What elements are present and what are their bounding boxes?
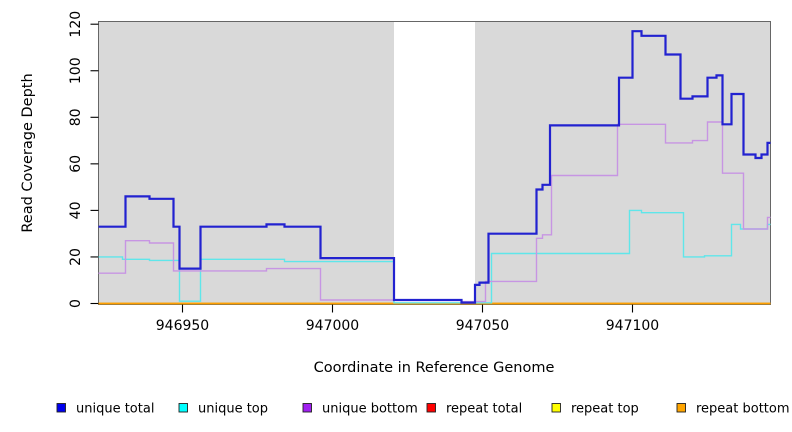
legend-label: unique total bbox=[76, 402, 154, 417]
line-unique-bottom bbox=[98, 121, 771, 303]
x-axis-title: Coordinate in Reference Genome bbox=[314, 360, 555, 376]
legend-swatch-unique-top bbox=[178, 403, 188, 413]
legend-item-repeat-total: repeat total bbox=[426, 402, 522, 417]
x-tick-label: 947050 bbox=[456, 318, 509, 334]
legend-swatch-repeat-top bbox=[551, 403, 561, 413]
x-tick-label: 946950 bbox=[156, 318, 209, 334]
legend-swatch-unique-bottom bbox=[302, 403, 312, 413]
plot-box bbox=[98, 21, 771, 305]
legend-swatch-unique-total bbox=[56, 403, 66, 413]
legend-swatch-repeat-bottom bbox=[676, 403, 686, 413]
line-unique-total bbox=[98, 30, 771, 304]
plot-background bbox=[98, 21, 771, 305]
masked-region bbox=[394, 21, 475, 305]
y-axis-title: Read Coverage Depth bbox=[20, 73, 36, 232]
legend-item-unique-total: unique total bbox=[56, 402, 154, 417]
legend-label: repeat bottom bbox=[696, 402, 790, 417]
y-tick-label: 80 bbox=[68, 108, 84, 126]
legend-item-repeat-top: repeat top bbox=[551, 402, 639, 417]
x-tick-label: 947000 bbox=[306, 318, 359, 334]
legend-item-unique-top: unique top bbox=[178, 402, 268, 417]
line-unique-top bbox=[98, 209, 771, 304]
legend-label: repeat top bbox=[571, 402, 639, 417]
axes: 0 20 40 60 80 100 120 946950 947000 947050 947100 bbox=[68, 11, 659, 334]
y-tick-label: 20 bbox=[68, 248, 84, 266]
legend-swatch-repeat-total bbox=[426, 403, 436, 413]
legend-label: unique bottom bbox=[322, 402, 418, 417]
series-lines bbox=[98, 30, 771, 305]
y-tick-label: 100 bbox=[68, 57, 84, 84]
y-tick-label: 40 bbox=[68, 201, 84, 219]
legend-label: unique top bbox=[198, 402, 268, 417]
legend: unique total unique top unique bottom repea… bbox=[56, 402, 790, 417]
legend-label: repeat total bbox=[446, 402, 522, 417]
y-tick-label: 60 bbox=[68, 155, 84, 173]
plot-bg-right bbox=[475, 21, 771, 305]
y-tick-label: 120 bbox=[68, 11, 84, 38]
y-tick-label: 0 bbox=[68, 299, 84, 308]
legend-item-repeat-bottom: repeat bottom bbox=[676, 402, 790, 417]
legend-item-unique-bottom: unique bottom bbox=[302, 402, 418, 417]
x-tick-label: 947100 bbox=[606, 318, 659, 334]
